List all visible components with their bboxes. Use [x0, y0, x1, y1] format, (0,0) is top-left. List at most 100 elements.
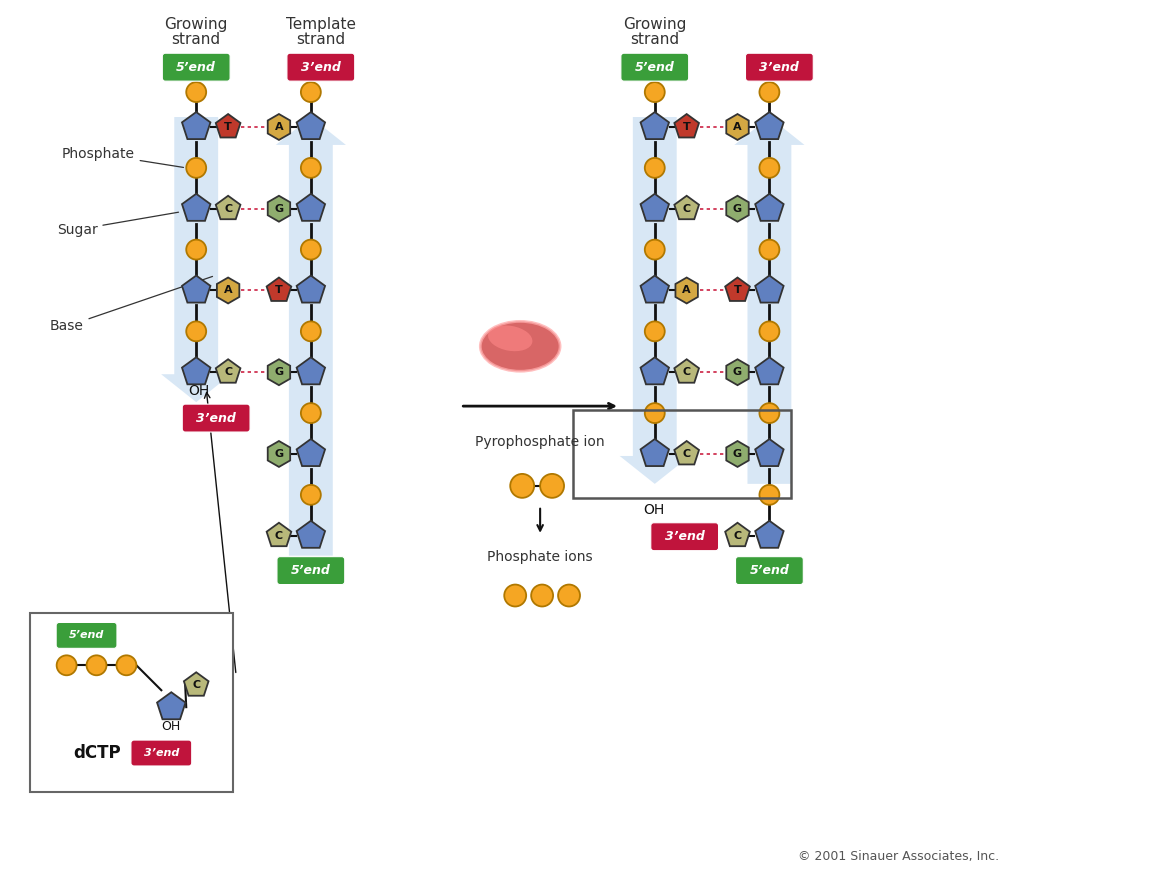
Text: strand: strand: [296, 32, 345, 47]
Circle shape: [645, 82, 665, 102]
Circle shape: [531, 585, 553, 607]
Circle shape: [186, 239, 206, 260]
Polygon shape: [296, 194, 325, 221]
Text: 3’end: 3’end: [196, 412, 236, 424]
Polygon shape: [267, 114, 290, 140]
Ellipse shape: [480, 322, 560, 371]
Circle shape: [301, 239, 321, 260]
Text: OH: OH: [329, 61, 350, 75]
Text: A: A: [224, 285, 232, 295]
Text: G: G: [733, 367, 743, 377]
Text: T: T: [275, 285, 282, 295]
Text: A: A: [274, 122, 284, 132]
Circle shape: [540, 474, 564, 498]
Polygon shape: [216, 196, 241, 219]
Polygon shape: [640, 276, 669, 303]
Circle shape: [760, 158, 780, 178]
Text: C: C: [733, 531, 741, 540]
Text: 5’end: 5’end: [290, 564, 331, 577]
Polygon shape: [182, 276, 210, 303]
Polygon shape: [755, 439, 783, 466]
Text: Growing: Growing: [623, 18, 687, 32]
Text: C: C: [224, 367, 232, 377]
Text: C: C: [275, 531, 284, 540]
Text: 3’end: 3’end: [144, 748, 179, 758]
Circle shape: [186, 158, 206, 178]
Text: 3’end: 3’end: [665, 530, 704, 543]
Circle shape: [558, 585, 580, 607]
Text: C: C: [682, 204, 690, 214]
Circle shape: [86, 656, 107, 675]
Text: Sugar: Sugar: [57, 213, 179, 237]
Polygon shape: [296, 276, 325, 303]
Polygon shape: [725, 277, 749, 301]
Polygon shape: [182, 112, 210, 139]
FancyBboxPatch shape: [56, 623, 117, 649]
Text: T: T: [733, 285, 741, 295]
Polygon shape: [216, 114, 241, 137]
Text: 5’end: 5’end: [69, 631, 105, 641]
FancyBboxPatch shape: [746, 53, 813, 82]
Polygon shape: [216, 359, 241, 383]
Polygon shape: [619, 117, 690, 484]
Polygon shape: [267, 359, 290, 385]
Circle shape: [645, 239, 665, 260]
Polygon shape: [674, 114, 700, 137]
Text: T: T: [224, 122, 232, 132]
Circle shape: [645, 158, 665, 178]
Ellipse shape: [488, 325, 532, 351]
Text: dCTP: dCTP: [73, 744, 121, 762]
Polygon shape: [726, 441, 748, 467]
Polygon shape: [755, 521, 783, 548]
Text: 5’end: 5’end: [634, 60, 675, 74]
FancyBboxPatch shape: [621, 53, 689, 82]
Text: 3’end: 3’end: [760, 60, 799, 74]
Polygon shape: [640, 357, 669, 385]
Circle shape: [116, 656, 136, 675]
FancyBboxPatch shape: [131, 740, 192, 766]
Circle shape: [645, 322, 665, 341]
Polygon shape: [726, 359, 748, 385]
Circle shape: [301, 82, 321, 102]
Circle shape: [301, 485, 321, 505]
Circle shape: [645, 403, 665, 423]
Polygon shape: [267, 196, 290, 222]
Polygon shape: [296, 439, 325, 466]
Polygon shape: [182, 357, 210, 385]
Polygon shape: [755, 112, 783, 139]
Circle shape: [504, 585, 526, 607]
Polygon shape: [640, 439, 669, 466]
Text: G: G: [733, 449, 743, 459]
Polygon shape: [640, 194, 669, 221]
Polygon shape: [674, 359, 700, 383]
FancyBboxPatch shape: [182, 404, 250, 432]
Circle shape: [186, 82, 206, 102]
Polygon shape: [266, 277, 292, 301]
Text: OH: OH: [188, 385, 209, 398]
Text: Phosphate ions: Phosphate ions: [487, 549, 593, 563]
Text: A: A: [733, 122, 741, 132]
Polygon shape: [674, 441, 700, 464]
Text: 5’end: 5’end: [177, 60, 216, 74]
Text: Pyrophosphate ion: Pyrophosphate ion: [475, 435, 605, 449]
Text: Base: Base: [50, 276, 213, 333]
Polygon shape: [266, 523, 292, 546]
Text: OH: OH: [162, 720, 180, 733]
Polygon shape: [725, 523, 749, 546]
Circle shape: [301, 403, 321, 423]
Polygon shape: [296, 357, 325, 385]
FancyBboxPatch shape: [30, 613, 234, 792]
Text: G: G: [274, 449, 284, 459]
Polygon shape: [675, 277, 698, 303]
Text: C: C: [192, 680, 200, 690]
Polygon shape: [726, 114, 748, 140]
Text: G: G: [733, 204, 743, 214]
Text: T: T: [683, 122, 690, 132]
Text: C: C: [682, 367, 690, 377]
FancyBboxPatch shape: [736, 556, 803, 585]
Polygon shape: [267, 441, 290, 467]
Text: C: C: [224, 204, 232, 214]
Circle shape: [301, 322, 321, 341]
Text: G: G: [274, 367, 284, 377]
Text: Phosphate: Phosphate: [62, 147, 184, 167]
